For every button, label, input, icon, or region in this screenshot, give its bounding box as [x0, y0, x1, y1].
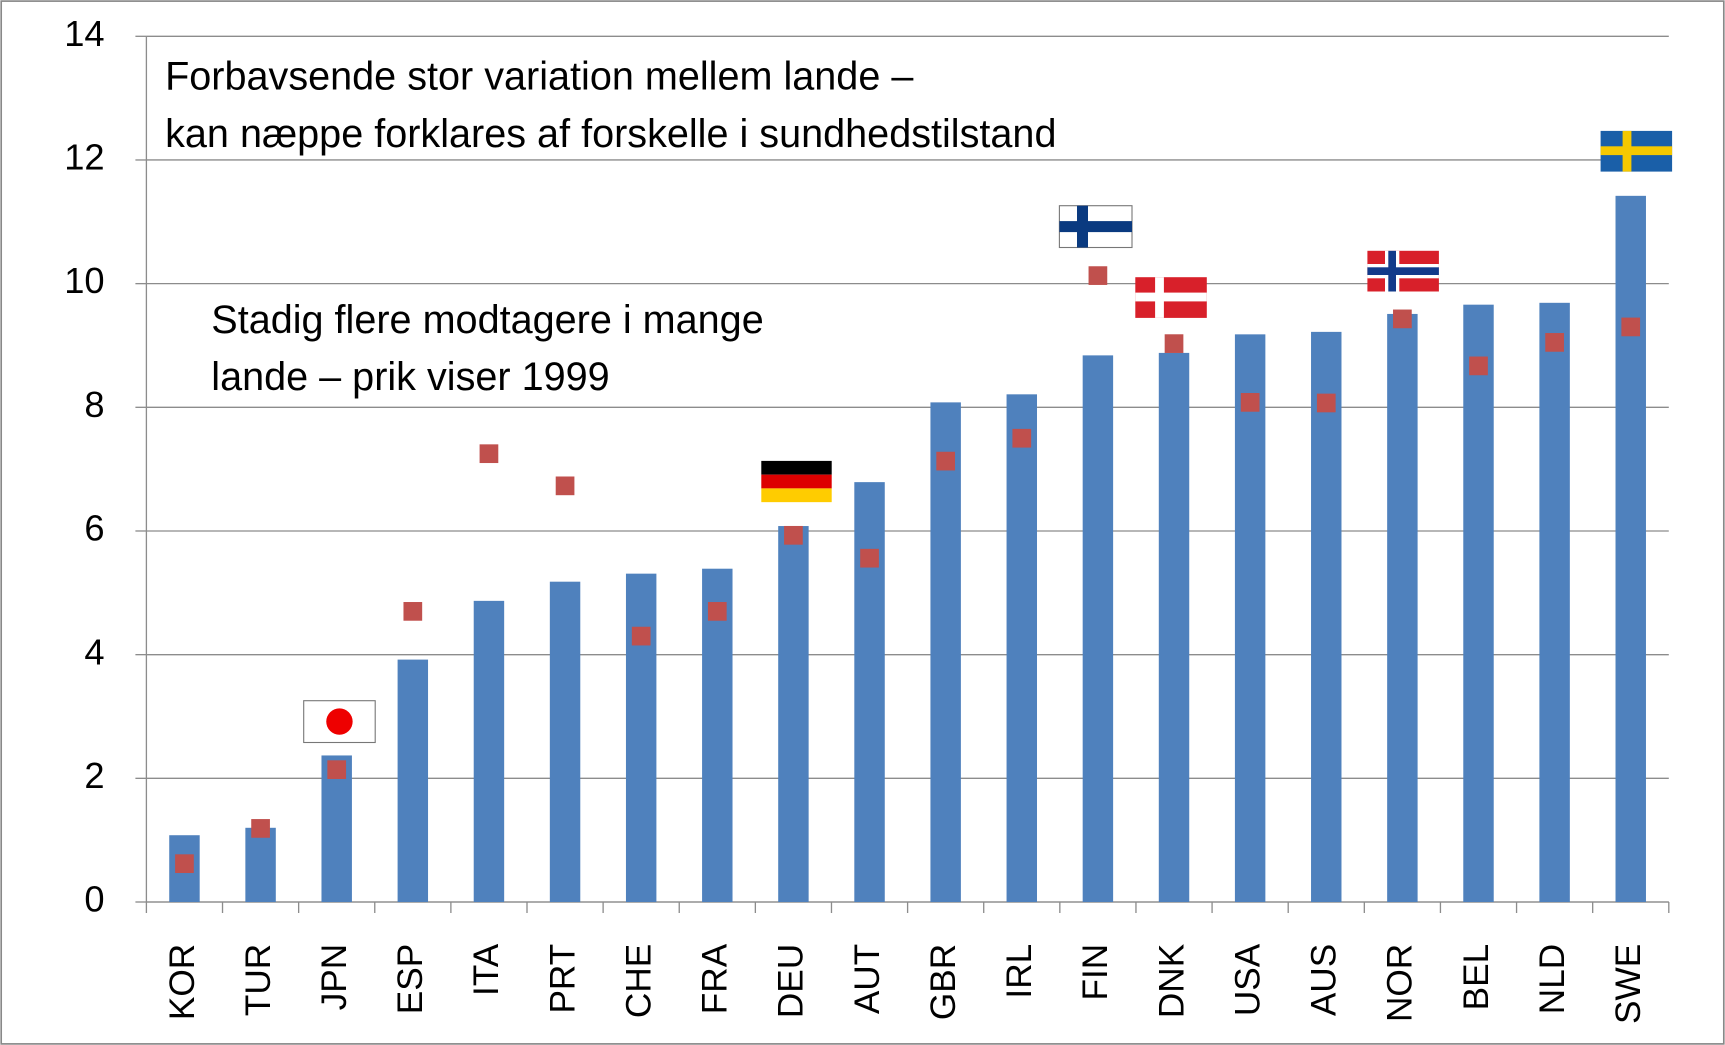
bar	[1006, 394, 1038, 902]
bar	[1158, 352, 1190, 902]
bar	[1082, 355, 1114, 902]
marker	[251, 819, 270, 838]
x-tick-label: TUR	[239, 944, 278, 1016]
marker	[327, 760, 347, 780]
x-tick-label: PRT	[543, 944, 582, 1014]
y-tick-label: 14	[64, 13, 104, 54]
x-tick-label: FIN	[1076, 944, 1115, 1001]
bar	[1615, 195, 1646, 903]
x-tick-label: CHE	[619, 944, 658, 1018]
x-tick-label: DNK	[1152, 943, 1191, 1018]
marker	[1469, 356, 1488, 376]
bar	[1311, 331, 1342, 902]
y-tick-label: 8	[84, 384, 104, 425]
flags	[303, 130, 1673, 744]
marker	[1393, 309, 1412, 329]
marker	[1088, 266, 1108, 285]
x-tick-label: AUT	[848, 944, 887, 1014]
bar	[1387, 313, 1418, 902]
bar	[778, 526, 809, 902]
bar	[321, 755, 352, 902]
bar	[930, 402, 961, 902]
marker	[631, 626, 651, 646]
y-tick-label: 6	[84, 508, 104, 549]
annotation: kan næppe forklares af forskelle i sundh…	[165, 112, 1056, 156]
flag-germany	[761, 460, 832, 503]
flag-japan	[303, 700, 376, 744]
x-tick-label: IRL	[1000, 944, 1039, 999]
bar	[549, 581, 581, 902]
bar	[473, 600, 505, 902]
annotation: Stadig flere modtagere i mange	[211, 298, 763, 342]
bar	[1463, 304, 1494, 902]
x-tick-label: ESP	[391, 944, 430, 1014]
x-tick-label: FRA	[696, 943, 735, 1014]
bar	[1539, 302, 1570, 903]
x-tick-label: JPN	[315, 944, 354, 1010]
x-tick-label: BEL	[1457, 944, 1496, 1011]
marker	[555, 476, 575, 496]
marker	[403, 602, 423, 621]
bar	[245, 827, 276, 902]
marker	[1545, 333, 1564, 352]
annotation: Forbavsende stor variation mellem lande …	[165, 55, 913, 99]
marker	[936, 451, 956, 471]
marker	[1316, 393, 1336, 413]
x-tick-label: ITA	[467, 943, 506, 996]
bar	[397, 659, 429, 902]
x-tick-label: GBR	[924, 944, 963, 1020]
x-tick-label: SWE	[1609, 944, 1648, 1024]
marker	[860, 548, 879, 568]
y-tick-label: 12	[64, 137, 104, 178]
bar	[625, 573, 657, 902]
x-tick-label: NLD	[1533, 944, 1572, 1014]
marker	[1240, 393, 1260, 412]
y-tick-label: 10	[64, 260, 104, 301]
flag-sweden	[1600, 130, 1673, 172]
marker	[784, 525, 803, 545]
y-tick-label: 4	[84, 631, 104, 672]
bar	[702, 568, 733, 902]
bar	[1234, 334, 1266, 902]
bar	[854, 482, 885, 902]
flag-denmark	[1135, 277, 1207, 318]
y-tick-label: 2	[84, 755, 104, 796]
x-tick-label: AUS	[1305, 944, 1344, 1016]
annotation: lande – prik viser 1999	[211, 355, 609, 399]
x-tick-label: KOR	[163, 944, 202, 1020]
flag-finland	[1058, 205, 1133, 249]
marker	[1012, 428, 1032, 448]
x-tick-label: NOR	[1381, 944, 1420, 1022]
x-tick-label: DEU	[772, 944, 811, 1018]
marker	[707, 602, 727, 621]
flag-norway	[1367, 250, 1439, 292]
x-tick-label: USA	[1228, 943, 1267, 1016]
marker	[1164, 334, 1184, 353]
y-tick-label: 0	[84, 879, 104, 920]
marker	[479, 444, 499, 464]
marker	[1621, 317, 1641, 337]
marker	[175, 854, 194, 874]
